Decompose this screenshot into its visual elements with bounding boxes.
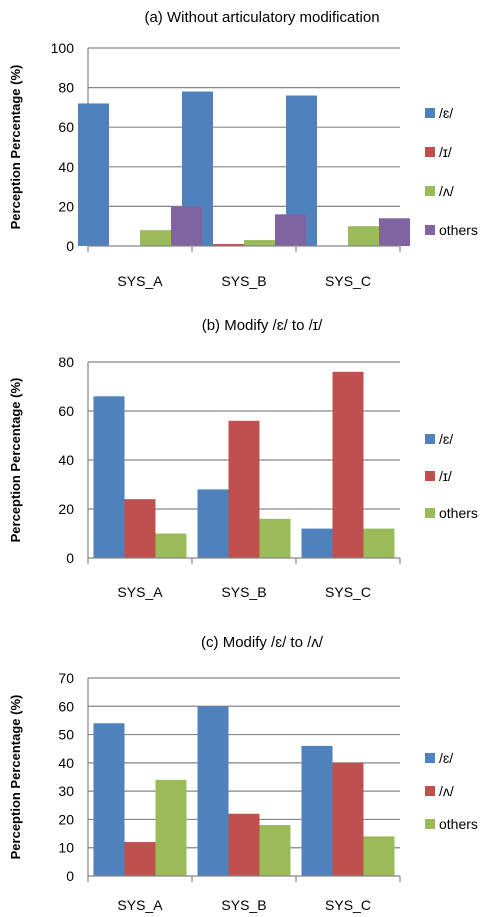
legend-label: /ɛ/ — [439, 750, 453, 766]
legend-swatch — [425, 508, 435, 518]
bar-sys_c-series-3 — [363, 528, 395, 558]
y-tick-label: 50 — [58, 727, 74, 743]
y-tick-label: 10 — [58, 840, 74, 856]
y-tick-label: 60 — [58, 403, 74, 419]
y-tick-label: 20 — [58, 811, 74, 827]
bar-sys_b-series-1 — [197, 489, 229, 558]
x-tick-label: SYS_A — [117, 897, 163, 913]
legend-label: others — [439, 222, 478, 238]
chart-title: (b) Modify /ɛ/ to /ɪ/ — [202, 317, 323, 334]
bar-sys_c-series-1 — [301, 745, 333, 876]
y-tick-label: 0 — [66, 238, 74, 254]
y-tick-label: 0 — [66, 550, 74, 566]
legend-swatch — [425, 108, 435, 118]
x-tick-label: SYS_B — [221, 273, 266, 289]
legend-swatch — [425, 434, 435, 444]
legend-swatch — [425, 471, 435, 481]
y-tick-label: 40 — [58, 452, 74, 468]
bar-sys_a-series-1 — [93, 723, 125, 876]
bar-sys_c-series-2 — [332, 762, 364, 876]
bar-sys_b-series-3 — [244, 240, 275, 246]
legend-label: /ɛ/ — [439, 105, 453, 121]
bar-sys_b-series-2 — [228, 813, 260, 876]
y-tick-label: 60 — [58, 698, 74, 714]
chart-panel-2: (b) Modify /ɛ/ to /ɪ/0 20 40 60 80 SYS_A SYS_B… — [8, 317, 478, 600]
bar-sys_a-series-2 — [124, 499, 156, 558]
x-tick-label: SYS_A — [117, 273, 163, 289]
bar-sys_c-series-2 — [332, 371, 364, 558]
legend-swatch — [425, 819, 435, 829]
legend-swatch — [425, 147, 435, 157]
x-tick-label: SYS_B — [221, 897, 266, 913]
bar-sys_b-series-4 — [275, 214, 306, 246]
y-axis-label: Perception Percentage (%) — [8, 695, 23, 860]
legend-swatch — [425, 225, 435, 235]
bar-sys_b-series-2 — [213, 244, 244, 246]
y-tick-label: 20 — [58, 501, 74, 517]
legend-label: /ʌ/ — [439, 783, 454, 799]
y-tick-label: 40 — [58, 755, 74, 771]
x-tick-label: SYS_C — [325, 584, 371, 600]
bar-sys_a-series-2 — [124, 842, 156, 876]
y-tick-label: 40 — [58, 159, 74, 175]
legend-label: others — [439, 505, 478, 521]
y-tick-label: 100 — [51, 40, 75, 56]
bar-sys_c-series-4 — [379, 218, 410, 246]
bar-sys_c-series-3 — [363, 836, 395, 876]
bar-sys_a-series-1 — [78, 103, 109, 246]
bar-sys_b-series-3 — [259, 825, 291, 876]
bar-sys_a-series-3 — [155, 779, 187, 876]
bar-sys_c-series-1 — [301, 528, 333, 558]
x-tick-label: SYS_C — [325, 273, 371, 289]
chart-panel-1: (a) Without articulatory modification 0 20… — [8, 9, 478, 289]
bar-sys_c-series-3 — [348, 226, 379, 246]
chart-title: (a) Without articulatory modification — [144, 9, 379, 26]
x-tick-label: SYS_A — [117, 584, 163, 600]
y-tick-label: 80 — [58, 80, 74, 96]
y-tick-label: 70 — [58, 670, 74, 686]
y-axis-label: Perception Percentage (%) — [8, 65, 23, 230]
legend-label: others — [439, 816, 478, 832]
legend-swatch — [425, 186, 435, 196]
legend-swatch — [425, 753, 435, 763]
bar-sys_b-series-1 — [197, 706, 229, 876]
y-axis-label: Perception Percentage (%) — [8, 378, 23, 543]
legend-label: /ɪ/ — [439, 468, 452, 484]
bar-sys_b-series-3 — [259, 518, 291, 558]
bar-sys_b-series-2 — [228, 420, 260, 558]
chart-panel-3: (c) Modify /ɛ/ to /ʌ/0 10 20 30 40 50 60 70 SYS_… — [8, 634, 478, 913]
y-tick-label: 60 — [58, 119, 74, 135]
legend-label: /ɛ/ — [439, 431, 453, 447]
y-tick-label: 80 — [58, 354, 74, 370]
bar-sys_a-series-3 — [140, 230, 171, 246]
chart-title: (c) Modify /ɛ/ to /ʌ/ — [201, 634, 324, 651]
x-tick-label: SYS_C — [325, 897, 371, 913]
legend-swatch — [425, 786, 435, 796]
bar-sys_a-series-4 — [171, 206, 202, 246]
y-tick-label: 30 — [58, 783, 74, 799]
bar-sys_a-series-1 — [93, 396, 125, 558]
legend-label: /ɪ/ — [439, 144, 452, 160]
x-tick-label: SYS_B — [221, 584, 266, 600]
legend-label: /ʌ/ — [439, 183, 454, 199]
y-tick-label: 20 — [58, 198, 74, 214]
y-tick-label: 0 — [66, 868, 74, 884]
bar-sys_a-series-3 — [155, 533, 187, 558]
